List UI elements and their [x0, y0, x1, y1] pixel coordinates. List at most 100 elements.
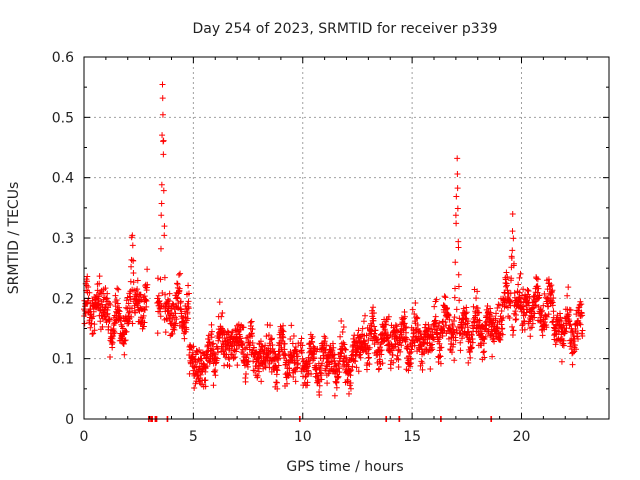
data-point — [573, 346, 580, 353]
data-point — [128, 263, 135, 270]
data-point — [376, 356, 383, 363]
data-point — [517, 270, 524, 277]
data-point — [317, 355, 324, 362]
data-point — [474, 305, 481, 312]
data-point — [372, 327, 379, 334]
data-point — [557, 314, 564, 321]
data-point — [558, 358, 565, 365]
data-point — [355, 327, 362, 334]
data-point — [234, 362, 241, 369]
data-point — [177, 298, 184, 305]
data-point — [347, 379, 354, 386]
data-point — [449, 322, 456, 329]
data-point — [355, 368, 362, 375]
data-point — [143, 297, 150, 304]
data-point — [211, 351, 218, 358]
data-point — [90, 330, 97, 337]
data-point — [85, 283, 92, 290]
data-point — [545, 311, 552, 318]
data-point — [411, 342, 418, 349]
data-point — [450, 317, 457, 324]
data-point — [342, 346, 349, 353]
data-point — [290, 373, 297, 380]
data-point — [102, 285, 109, 292]
data-point — [313, 348, 320, 355]
data-point — [525, 288, 532, 295]
data-point — [488, 313, 495, 320]
data-point — [134, 277, 141, 284]
data-point — [403, 323, 410, 330]
data-point — [345, 390, 352, 397]
data-point — [160, 187, 167, 194]
data-point — [244, 351, 251, 358]
data-point — [497, 336, 504, 343]
data-point — [103, 319, 110, 326]
data-point — [202, 377, 209, 384]
data-point — [552, 341, 559, 348]
data-point — [453, 306, 460, 313]
data-point — [171, 326, 178, 333]
data-point — [154, 330, 161, 337]
data-point — [267, 322, 274, 329]
data-point — [169, 300, 176, 307]
data-point — [378, 347, 385, 354]
data-point — [436, 320, 443, 327]
data-point — [116, 308, 123, 315]
data-point — [476, 309, 483, 316]
data-point — [116, 314, 123, 321]
data-point — [467, 354, 474, 361]
data-point — [502, 283, 509, 290]
data-point — [405, 367, 412, 374]
data-point — [324, 380, 331, 387]
data-point — [158, 181, 165, 188]
x-tick-label: 10 — [294, 429, 312, 445]
data-point — [357, 354, 364, 361]
data-point — [509, 211, 516, 218]
data-point — [330, 344, 337, 351]
data-point — [214, 355, 221, 362]
data-point — [393, 323, 400, 330]
data-point — [91, 327, 98, 334]
data-point — [209, 341, 216, 348]
data-point — [427, 347, 434, 354]
data-point — [460, 305, 467, 312]
data-point — [349, 363, 356, 370]
data-point — [106, 316, 113, 323]
data-point — [507, 298, 514, 305]
data-point — [496, 335, 503, 342]
data-point — [455, 238, 462, 245]
data-point — [394, 328, 401, 335]
data-point — [81, 320, 88, 327]
data-point — [578, 301, 585, 308]
data-point — [275, 355, 282, 362]
x-tick-label: 20 — [513, 429, 531, 445]
data-point — [233, 345, 240, 352]
data-point — [140, 323, 147, 330]
data-point — [226, 363, 233, 370]
data-point — [333, 384, 340, 391]
data-point — [547, 283, 554, 290]
data-point — [123, 328, 130, 335]
data-point — [240, 324, 247, 331]
data-point — [205, 335, 212, 342]
data-point — [380, 338, 387, 345]
data-point — [446, 316, 453, 323]
data-point — [99, 323, 106, 330]
data-point — [177, 270, 184, 277]
data-point — [341, 341, 348, 348]
data-point — [368, 322, 375, 329]
data-point — [141, 293, 148, 300]
data-point — [564, 292, 571, 299]
data-point — [137, 291, 144, 298]
data-point — [172, 310, 179, 317]
data-point — [287, 335, 294, 342]
x-tick-label: 15 — [403, 429, 421, 445]
data-point — [370, 317, 377, 324]
data-point — [157, 313, 164, 320]
data-point — [481, 348, 488, 355]
data-point — [283, 380, 290, 387]
data-point — [519, 292, 526, 299]
data-point — [569, 361, 576, 368]
data-point — [292, 368, 299, 375]
data-point — [185, 290, 192, 297]
